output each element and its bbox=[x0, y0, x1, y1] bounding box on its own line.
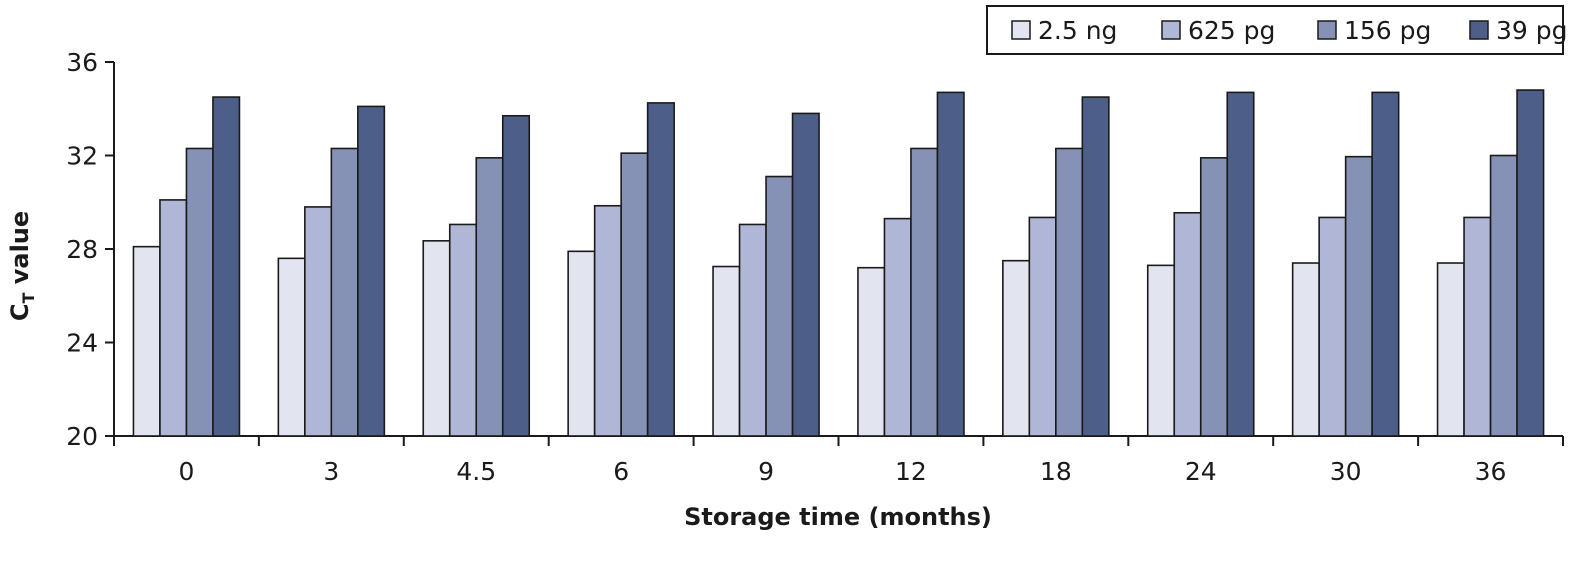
bars bbox=[132, 89, 1545, 437]
bar-4-18 bbox=[1081, 96, 1110, 437]
legend-label: 39 pg bbox=[1496, 16, 1568, 45]
bar-2-24 bbox=[1173, 211, 1202, 437]
legend: 2.5 ng 625 pg 156 pg 39 pg bbox=[986, 5, 1568, 55]
x-tick-label: 6 bbox=[613, 457, 629, 486]
y-tick-label: 36 bbox=[66, 48, 98, 77]
bar-2-30 bbox=[1318, 216, 1347, 437]
bar-3-0 bbox=[185, 147, 214, 437]
legend-box bbox=[986, 5, 1564, 55]
legend-label: 625 pg bbox=[1188, 16, 1275, 45]
bar-4-30 bbox=[1371, 91, 1400, 437]
x-tick-label: 4.5 bbox=[456, 457, 496, 486]
x-tick-label: 0 bbox=[178, 457, 194, 486]
bar-4-6 bbox=[646, 102, 675, 437]
x-axis-title: Storage time (months) bbox=[684, 503, 992, 531]
bar-1-3 bbox=[277, 257, 306, 437]
bar-1-30 bbox=[1291, 262, 1320, 437]
bar-2-0 bbox=[159, 199, 188, 437]
bar-3-6 bbox=[620, 152, 649, 437]
bar-1-18 bbox=[1002, 259, 1031, 437]
legend-swatch bbox=[1161, 20, 1181, 40]
bar-4-9 bbox=[791, 112, 820, 437]
bar-2-4-5 bbox=[448, 223, 478, 437]
bar-3-36 bbox=[1489, 154, 1518, 437]
y-tick-label: 32 bbox=[66, 142, 98, 171]
bar-2-6 bbox=[593, 204, 622, 437]
y-axis-title-subscript: T bbox=[19, 293, 38, 304]
x-tick-label: 12 bbox=[895, 457, 927, 486]
bar-3-12 bbox=[910, 147, 939, 437]
legend-label: 2.5 ng bbox=[1038, 16, 1117, 45]
bar-1-24 bbox=[1146, 264, 1176, 437]
bar-4-4-5 bbox=[501, 114, 531, 437]
y-tick-label: 24 bbox=[66, 329, 98, 358]
y-axis: 20 24 28 32 36 bbox=[66, 48, 115, 451]
x-tick-label: 30 bbox=[1330, 457, 1362, 486]
y-tick-label: 20 bbox=[66, 422, 98, 451]
bar-1-4-5 bbox=[422, 240, 451, 437]
bar-2-3 bbox=[304, 206, 333, 437]
x-axis: 0 3 4.5 6 9 12 18 24 30 36 bbox=[113, 435, 1564, 486]
bar-2-18 bbox=[1028, 216, 1057, 437]
legend-label: 156 pg bbox=[1344, 16, 1431, 45]
legend-swatch bbox=[1469, 20, 1489, 40]
bar-3-3 bbox=[330, 147, 359, 437]
bar-4-36 bbox=[1516, 89, 1545, 437]
bar-2-9 bbox=[738, 223, 767, 437]
x-tick-label: 18 bbox=[1040, 457, 1072, 486]
bar-3-4-5 bbox=[475, 157, 504, 437]
bar-1-36 bbox=[1436, 262, 1465, 437]
bar-3-9 bbox=[765, 175, 794, 437]
bar-4-24 bbox=[1226, 91, 1255, 437]
y-tick-label: 28 bbox=[66, 235, 98, 264]
legend-swatch bbox=[1317, 20, 1337, 40]
x-tick-label: 9 bbox=[758, 457, 774, 486]
y-axis-title-main: C bbox=[6, 304, 34, 322]
bar-2-36 bbox=[1463, 216, 1492, 437]
bar-4-12 bbox=[936, 91, 965, 437]
bar-3-30 bbox=[1344, 155, 1373, 437]
x-tick-label: 24 bbox=[1185, 457, 1217, 486]
bar-1-9 bbox=[712, 265, 741, 437]
bar-3-24 bbox=[1199, 157, 1229, 437]
bar-1-6 bbox=[567, 250, 596, 437]
y-axis-title-rest: value bbox=[6, 211, 34, 293]
legend-swatch bbox=[1011, 20, 1031, 40]
bar-3-18 bbox=[1055, 147, 1084, 437]
x-tick-label: 36 bbox=[1475, 457, 1507, 486]
bar-1-0 bbox=[132, 245, 161, 437]
y-axis-title: CT value bbox=[6, 211, 38, 321]
bar-4-0 bbox=[212, 96, 241, 437]
bar-4-3 bbox=[357, 105, 386, 437]
bar-2-12 bbox=[883, 217, 912, 437]
x-tick-label: 3 bbox=[323, 457, 339, 486]
bar-1-12 bbox=[857, 266, 886, 437]
